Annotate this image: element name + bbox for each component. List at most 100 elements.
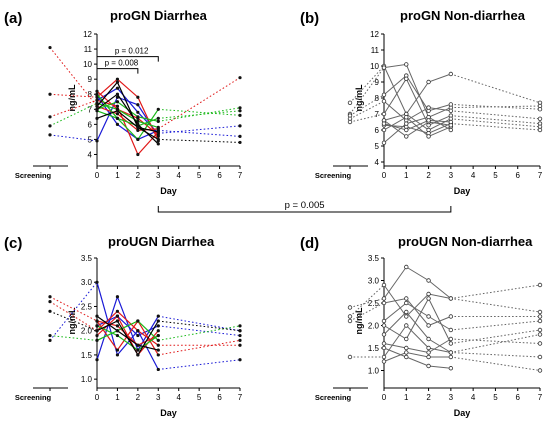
panel-label: (a) [4, 10, 22, 27]
series-line [96, 295, 159, 360]
data-point [381, 345, 387, 351]
data-point [115, 109, 120, 113]
data-point [136, 103, 140, 107]
x-tick-label: 4 [176, 171, 181, 180]
data-point [95, 329, 99, 333]
data-point [115, 353, 120, 357]
day7-link [450, 356, 541, 371]
y-tick-label: 4 [88, 150, 93, 159]
data-point [238, 343, 242, 347]
y-tick-label: 8 [88, 90, 93, 99]
x-tick-label: 7 [538, 393, 543, 402]
data-point [156, 116, 160, 120]
data-point [537, 318, 543, 324]
data-point [95, 101, 99, 105]
data-point [448, 127, 454, 133]
data-point [537, 106, 543, 112]
data-point [404, 296, 409, 301]
data-point [537, 327, 543, 333]
y-tick-label: 2.5 [81, 302, 93, 311]
y-tick-label: 12 [83, 30, 92, 39]
x-tick-label: 6 [217, 171, 222, 180]
screening-link [49, 134, 98, 142]
y-tick-label: 5 [88, 135, 93, 144]
screening-label: Screening [15, 171, 52, 180]
screening-link [49, 335, 98, 341]
data-point [136, 333, 140, 338]
x-tick-label: 1 [404, 171, 409, 180]
series-line [383, 266, 452, 299]
y-tick-label: 1.0 [368, 367, 380, 376]
data-point [95, 98, 99, 102]
data-point [48, 309, 52, 313]
panel-title: proGN Non-diarrhea [400, 8, 526, 23]
data-point [48, 115, 52, 119]
data-point [381, 127, 387, 133]
day7-link [158, 325, 241, 337]
series-line [383, 123, 452, 134]
x-tick-label: 3 [156, 171, 161, 180]
data-point [95, 324, 99, 328]
data-point [115, 295, 120, 299]
data-point [381, 354, 387, 360]
data-point [136, 348, 140, 352]
y-tick-label: 3.5 [368, 254, 380, 263]
y-tick-label: 2.0 [81, 327, 93, 336]
data-point [426, 296, 431, 301]
series-line [383, 63, 452, 118]
data-point [404, 264, 409, 270]
data-point [115, 77, 120, 81]
x-tick-label: 0 [95, 171, 100, 180]
data-point [404, 345, 409, 351]
data-point [448, 354, 454, 360]
screening-link [49, 99, 98, 118]
screening-link [349, 284, 385, 317]
y-tick-label: 6 [375, 126, 380, 135]
y-axis-label: ng/mL [67, 84, 77, 111]
data-point [448, 341, 454, 346]
data-point [115, 348, 120, 352]
day7-link [450, 338, 541, 344]
data-point [115, 309, 120, 313]
day7-link [158, 325, 241, 341]
series-line [96, 325, 159, 351]
data-point [136, 137, 140, 142]
data-point [48, 124, 52, 128]
data-point [381, 65, 387, 70]
data-point [136, 115, 140, 119]
data-point [448, 102, 454, 107]
data-point [136, 128, 140, 132]
data-point [381, 332, 387, 337]
data-point [156, 314, 160, 318]
data-point [95, 116, 99, 120]
data-point [448, 296, 454, 301]
x-tick-label: 4 [176, 393, 181, 402]
screening-link [349, 65, 385, 104]
data-point [238, 106, 242, 110]
data-point [115, 122, 120, 126]
data-point [537, 116, 543, 121]
data-point [238, 329, 242, 333]
data-point [238, 113, 242, 117]
x-tick-label: 5 [197, 393, 202, 402]
data-point [238, 124, 242, 128]
day7-link [158, 77, 241, 130]
data-point [448, 314, 454, 319]
data-point [404, 336, 409, 342]
data-point [404, 314, 409, 319]
data-point [95, 358, 99, 362]
y-tick-label: 11 [84, 45, 93, 54]
data-point [381, 111, 387, 117]
data-point [426, 134, 431, 139]
day7-link [158, 359, 241, 370]
data-point [238, 333, 242, 338]
data-point [136, 329, 140, 333]
data-point [115, 314, 120, 318]
series-group [347, 62, 543, 145]
data-point [381, 359, 387, 364]
screening-label: Screening [315, 393, 352, 402]
cross-panel-significance-label: p = 0.005 [285, 200, 325, 211]
series-line [96, 93, 159, 141]
data-point [537, 354, 543, 360]
